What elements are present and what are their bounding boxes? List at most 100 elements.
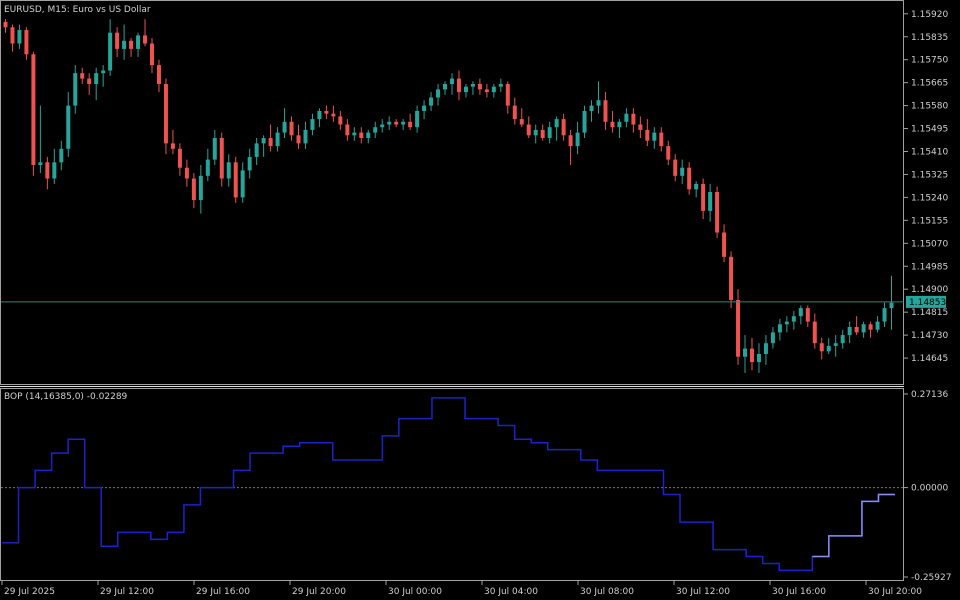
candle-body	[422, 105, 427, 111]
candle-body	[645, 129, 650, 141]
candle-body	[840, 335, 845, 344]
candle-body	[156, 65, 161, 84]
candle-body	[17, 30, 22, 44]
candle-body	[198, 175, 203, 201]
candle-body	[708, 192, 713, 211]
candle-body	[456, 78, 461, 93]
candle-body	[94, 73, 99, 84]
candle-body	[247, 156, 252, 171]
price-axis: 1.15920 1.15835 1.15750 1.15665 1.15580 1.154…	[904, 10, 948, 364]
candle-body	[533, 129, 538, 136]
candle-body	[673, 159, 678, 176]
time-tick-label: 29 Jul 12:00	[100, 587, 154, 597]
candle-body	[359, 132, 364, 138]
candle-body	[463, 86, 468, 93]
candle-body	[868, 324, 873, 330]
price-tick-label: 1.15070	[911, 239, 948, 249]
candle-body	[136, 35, 141, 49]
candle-body	[275, 132, 280, 147]
candle-body	[687, 167, 692, 190]
candle-body	[429, 97, 434, 106]
bop-tick-label: 0.27136	[911, 390, 948, 400]
candle-body	[296, 135, 301, 144]
candle-body	[722, 232, 727, 257]
price-tick-label: 1.15240	[911, 193, 948, 203]
time-tick-label: 30 Jul 04:00	[484, 587, 538, 597]
candle-body	[554, 119, 559, 128]
candle-body	[631, 113, 636, 125]
time-tick-label: 29 Jul 2025	[4, 587, 55, 597]
time-tick-label: 29 Jul 16:00	[196, 587, 250, 597]
candle-body	[38, 162, 43, 165]
candle-body	[254, 143, 259, 157]
bop-tick-label: -0.25927	[911, 573, 951, 583]
candle-body	[170, 143, 175, 149]
candle-body	[680, 167, 685, 176]
price-tick-label: 1.15750	[911, 56, 948, 66]
bop-line	[2, 397, 895, 572]
candle-body	[10, 27, 15, 44]
candle-body	[226, 162, 231, 179]
candle-body	[59, 148, 64, 163]
price-tick-label: 1.15580	[911, 102, 948, 112]
candle-body	[394, 121, 399, 125]
candlestick-series	[3, 19, 894, 373]
candle-body	[882, 308, 887, 322]
candle-body	[212, 138, 217, 160]
candle-body	[798, 308, 803, 317]
candle-body	[233, 162, 238, 198]
candle-body	[547, 127, 552, 138]
candle-body	[568, 135, 573, 147]
candle-body	[149, 43, 154, 66]
bop-axis: 0.27136 0.00000 -0.25927	[1, 390, 951, 583]
candle-body	[582, 111, 587, 133]
candle-body	[373, 127, 378, 133]
time-tick-label: 30 Jul 00:00	[388, 587, 442, 597]
candle-body	[826, 345, 831, 352]
candle-body	[652, 132, 657, 141]
current-price-label: 1.14853	[909, 298, 946, 308]
price-tick-label: 1.15920	[911, 10, 948, 20]
candle-body	[736, 300, 741, 357]
candle-body	[777, 324, 782, 333]
candle-body	[177, 148, 182, 168]
candle-body	[638, 124, 643, 130]
price-tick-label: 1.14985	[911, 262, 948, 272]
candle-body	[387, 121, 392, 125]
candle-body	[763, 343, 768, 354]
candle-body	[470, 84, 475, 87]
candle-body	[659, 132, 664, 147]
bop-panel-title: BOP (14,16385,0) -0.02289	[4, 392, 128, 402]
price-tick-label: 1.15835	[911, 33, 948, 43]
candle-body	[477, 84, 482, 90]
candle-body	[791, 316, 796, 322]
candle-body	[861, 324, 866, 333]
candle-body	[3, 21, 8, 28]
price-panel-frame	[0, 0, 904, 385]
time-tick-label: 29 Jul 20:00	[292, 587, 346, 597]
time-axis: 29 Jul 2025 29 Jul 12:00 29 Jul 16:00 29 Ju…	[1, 581, 922, 597]
candle-body	[289, 121, 294, 136]
price-tick-label: 1.14900	[911, 285, 948, 295]
candle-body	[749, 348, 754, 363]
candle-body	[205, 159, 210, 176]
candle-body	[603, 100, 608, 122]
candle-body	[122, 40, 127, 49]
candle-body	[401, 121, 406, 125]
price-tick-label: 1.15665	[911, 79, 948, 89]
candle-body	[108, 32, 113, 71]
candle-body	[317, 111, 322, 120]
candle-body	[540, 129, 545, 138]
candle-body	[331, 113, 336, 117]
candle-body	[617, 121, 622, 128]
candle-body	[819, 343, 824, 352]
candle-body	[87, 78, 92, 84]
current-price-tag	[906, 295, 946, 308]
candle-body	[45, 162, 50, 179]
candle-body	[191, 178, 196, 201]
candle-body	[31, 54, 36, 165]
candle-body	[589, 105, 594, 111]
candle-body	[624, 113, 629, 122]
candle-body	[666, 146, 671, 160]
